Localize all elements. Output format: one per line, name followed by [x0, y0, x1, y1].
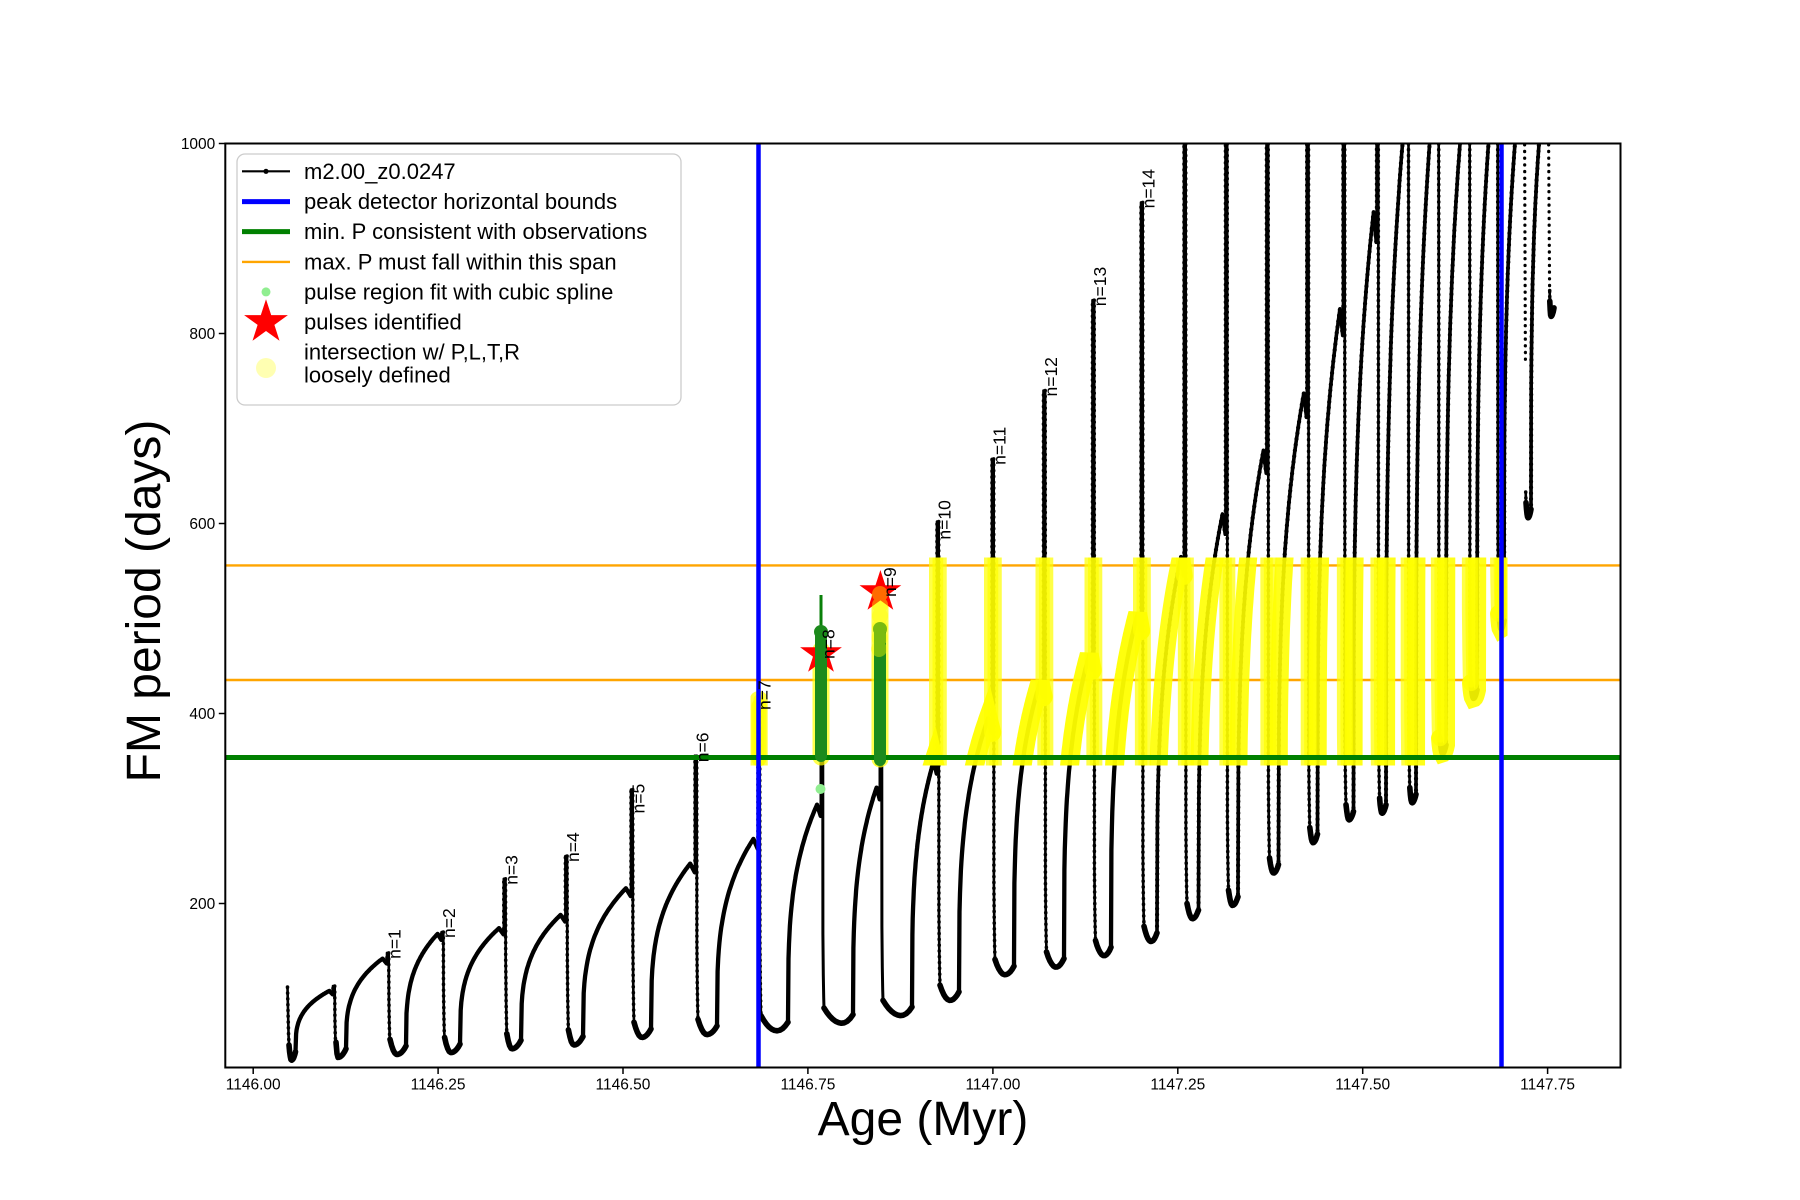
svg-text:1146.50: 1146.50	[596, 1077, 651, 1094]
svg-text:400: 400	[189, 706, 215, 723]
svg-text:n=9: n=9	[880, 567, 900, 597]
svg-text:n=3: n=3	[501, 855, 521, 885]
svg-text:200: 200	[189, 896, 215, 913]
svg-text:intersection w/ P,L,T,R: intersection w/ P,L,T,R	[304, 340, 520, 365]
svg-text:n=7: n=7	[755, 680, 775, 710]
svg-text:pulses identified: pulses identified	[304, 310, 462, 335]
svg-text:1146.00: 1146.00	[226, 1077, 281, 1094]
svg-text:1147.25: 1147.25	[1150, 1077, 1205, 1094]
svg-text:n=12: n=12	[1041, 357, 1061, 396]
svg-text:n=13: n=13	[1090, 267, 1110, 306]
svg-text:Age (Myr): Age (Myr)	[818, 1093, 1029, 1146]
svg-text:n=11: n=11	[990, 427, 1010, 465]
svg-text:n=6: n=6	[693, 733, 713, 763]
svg-text:1147.50: 1147.50	[1335, 1077, 1390, 1094]
svg-text:loosely defined: loosely defined	[304, 363, 451, 388]
svg-text:FM period (days): FM period (days)	[118, 420, 171, 783]
svg-text:n=8: n=8	[819, 629, 839, 659]
svg-text:1146.25: 1146.25	[411, 1077, 466, 1094]
svg-text:n=2: n=2	[439, 908, 459, 938]
svg-text:n=4: n=4	[563, 832, 583, 862]
svg-text:peak detector horizontal bound: peak detector horizontal bounds	[304, 189, 617, 214]
svg-text:n=10: n=10	[935, 500, 955, 540]
svg-text:1147.00: 1147.00	[965, 1077, 1020, 1094]
svg-text:n=1: n=1	[385, 929, 405, 959]
svg-text:m2.00_z0.0247: m2.00_z0.0247	[304, 159, 456, 184]
svg-text:800: 800	[189, 326, 215, 343]
svg-text:max. P must fall within this s: max. P must fall within this span	[304, 249, 617, 274]
svg-text:600: 600	[189, 516, 215, 533]
svg-text:min. P consistent with observa: min. P consistent with observations	[304, 219, 647, 244]
svg-text:1146.75: 1146.75	[780, 1077, 835, 1094]
svg-text:n=5: n=5	[629, 784, 649, 814]
svg-text:pulse region fit with cubic sp: pulse region fit with cubic spline	[304, 279, 613, 304]
svg-text:n=14: n=14	[1139, 169, 1159, 209]
svg-text:1000: 1000	[181, 136, 216, 153]
svg-text:1147.75: 1147.75	[1520, 1077, 1575, 1094]
